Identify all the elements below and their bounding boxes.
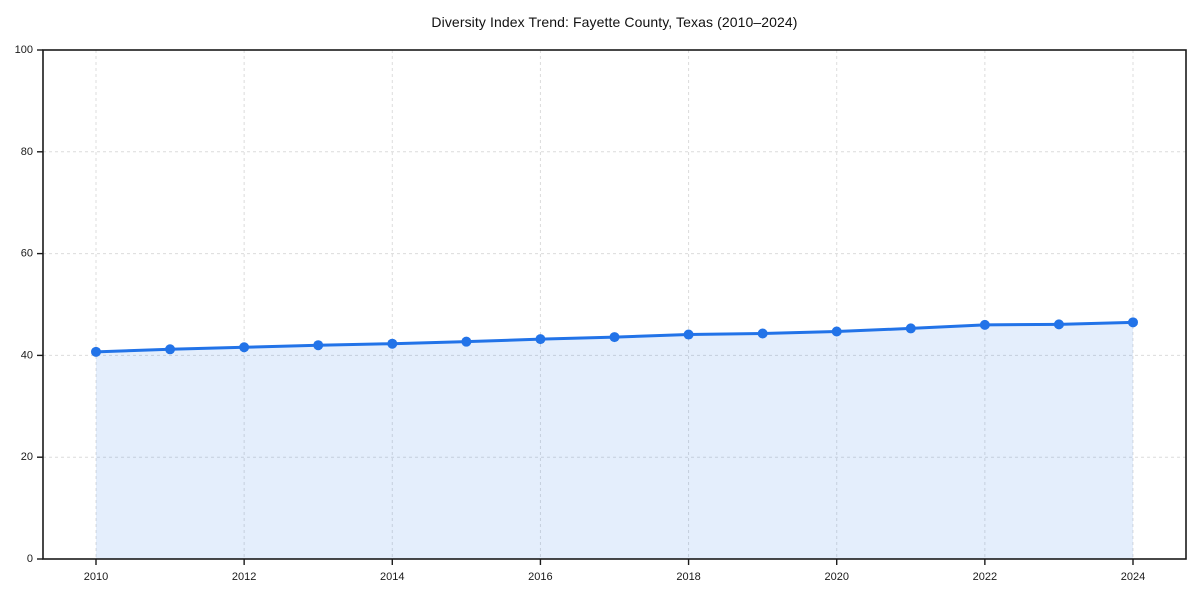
- data-point-marker: [1128, 317, 1138, 328]
- data-point-marker: [905, 323, 916, 334]
- x-axis-tick-label: 2024: [1121, 571, 1145, 583]
- area-fill: [96, 322, 1133, 559]
- y-axis-tick-label: 80: [21, 146, 33, 158]
- x-axis-tick-label: 2020: [824, 571, 848, 583]
- x-axis-tick-label: 2014: [380, 571, 404, 583]
- x-axis-tick-label: 2016: [528, 571, 552, 583]
- y-axis-tick-label: 0: [27, 553, 33, 565]
- data-point-marker: [757, 328, 768, 339]
- y-axis-tick-label: 40: [21, 349, 33, 361]
- data-point-marker: [387, 338, 398, 349]
- data-point-marker: [239, 342, 250, 353]
- x-axis-tick-label: 2018: [676, 571, 700, 583]
- data-point-marker: [1053, 319, 1064, 330]
- y-axis-tick-label: 60: [21, 248, 33, 260]
- data-point-marker: [979, 319, 990, 330]
- data-point-marker: [313, 340, 324, 351]
- data-point-marker: [609, 332, 620, 343]
- axes-border: [42, 49, 1187, 560]
- chart-title: Diversity Index Trend: Fayette County, T…: [431, 14, 798, 30]
- y-axis-tick-label: 100: [15, 44, 33, 56]
- data-point-marker: [831, 326, 842, 337]
- x-axis-tick-label: 2022: [973, 571, 997, 583]
- data-point-marker: [683, 329, 694, 340]
- x-axis-tick-label: 2010: [84, 571, 108, 583]
- data-point-marker: [165, 344, 176, 355]
- x-axis-tick-label: 2012: [232, 571, 256, 583]
- y-axis-tick-label: 20: [21, 451, 33, 463]
- data-point-marker: [461, 336, 472, 347]
- data-point-marker: [91, 346, 101, 357]
- data-point-marker: [535, 334, 546, 345]
